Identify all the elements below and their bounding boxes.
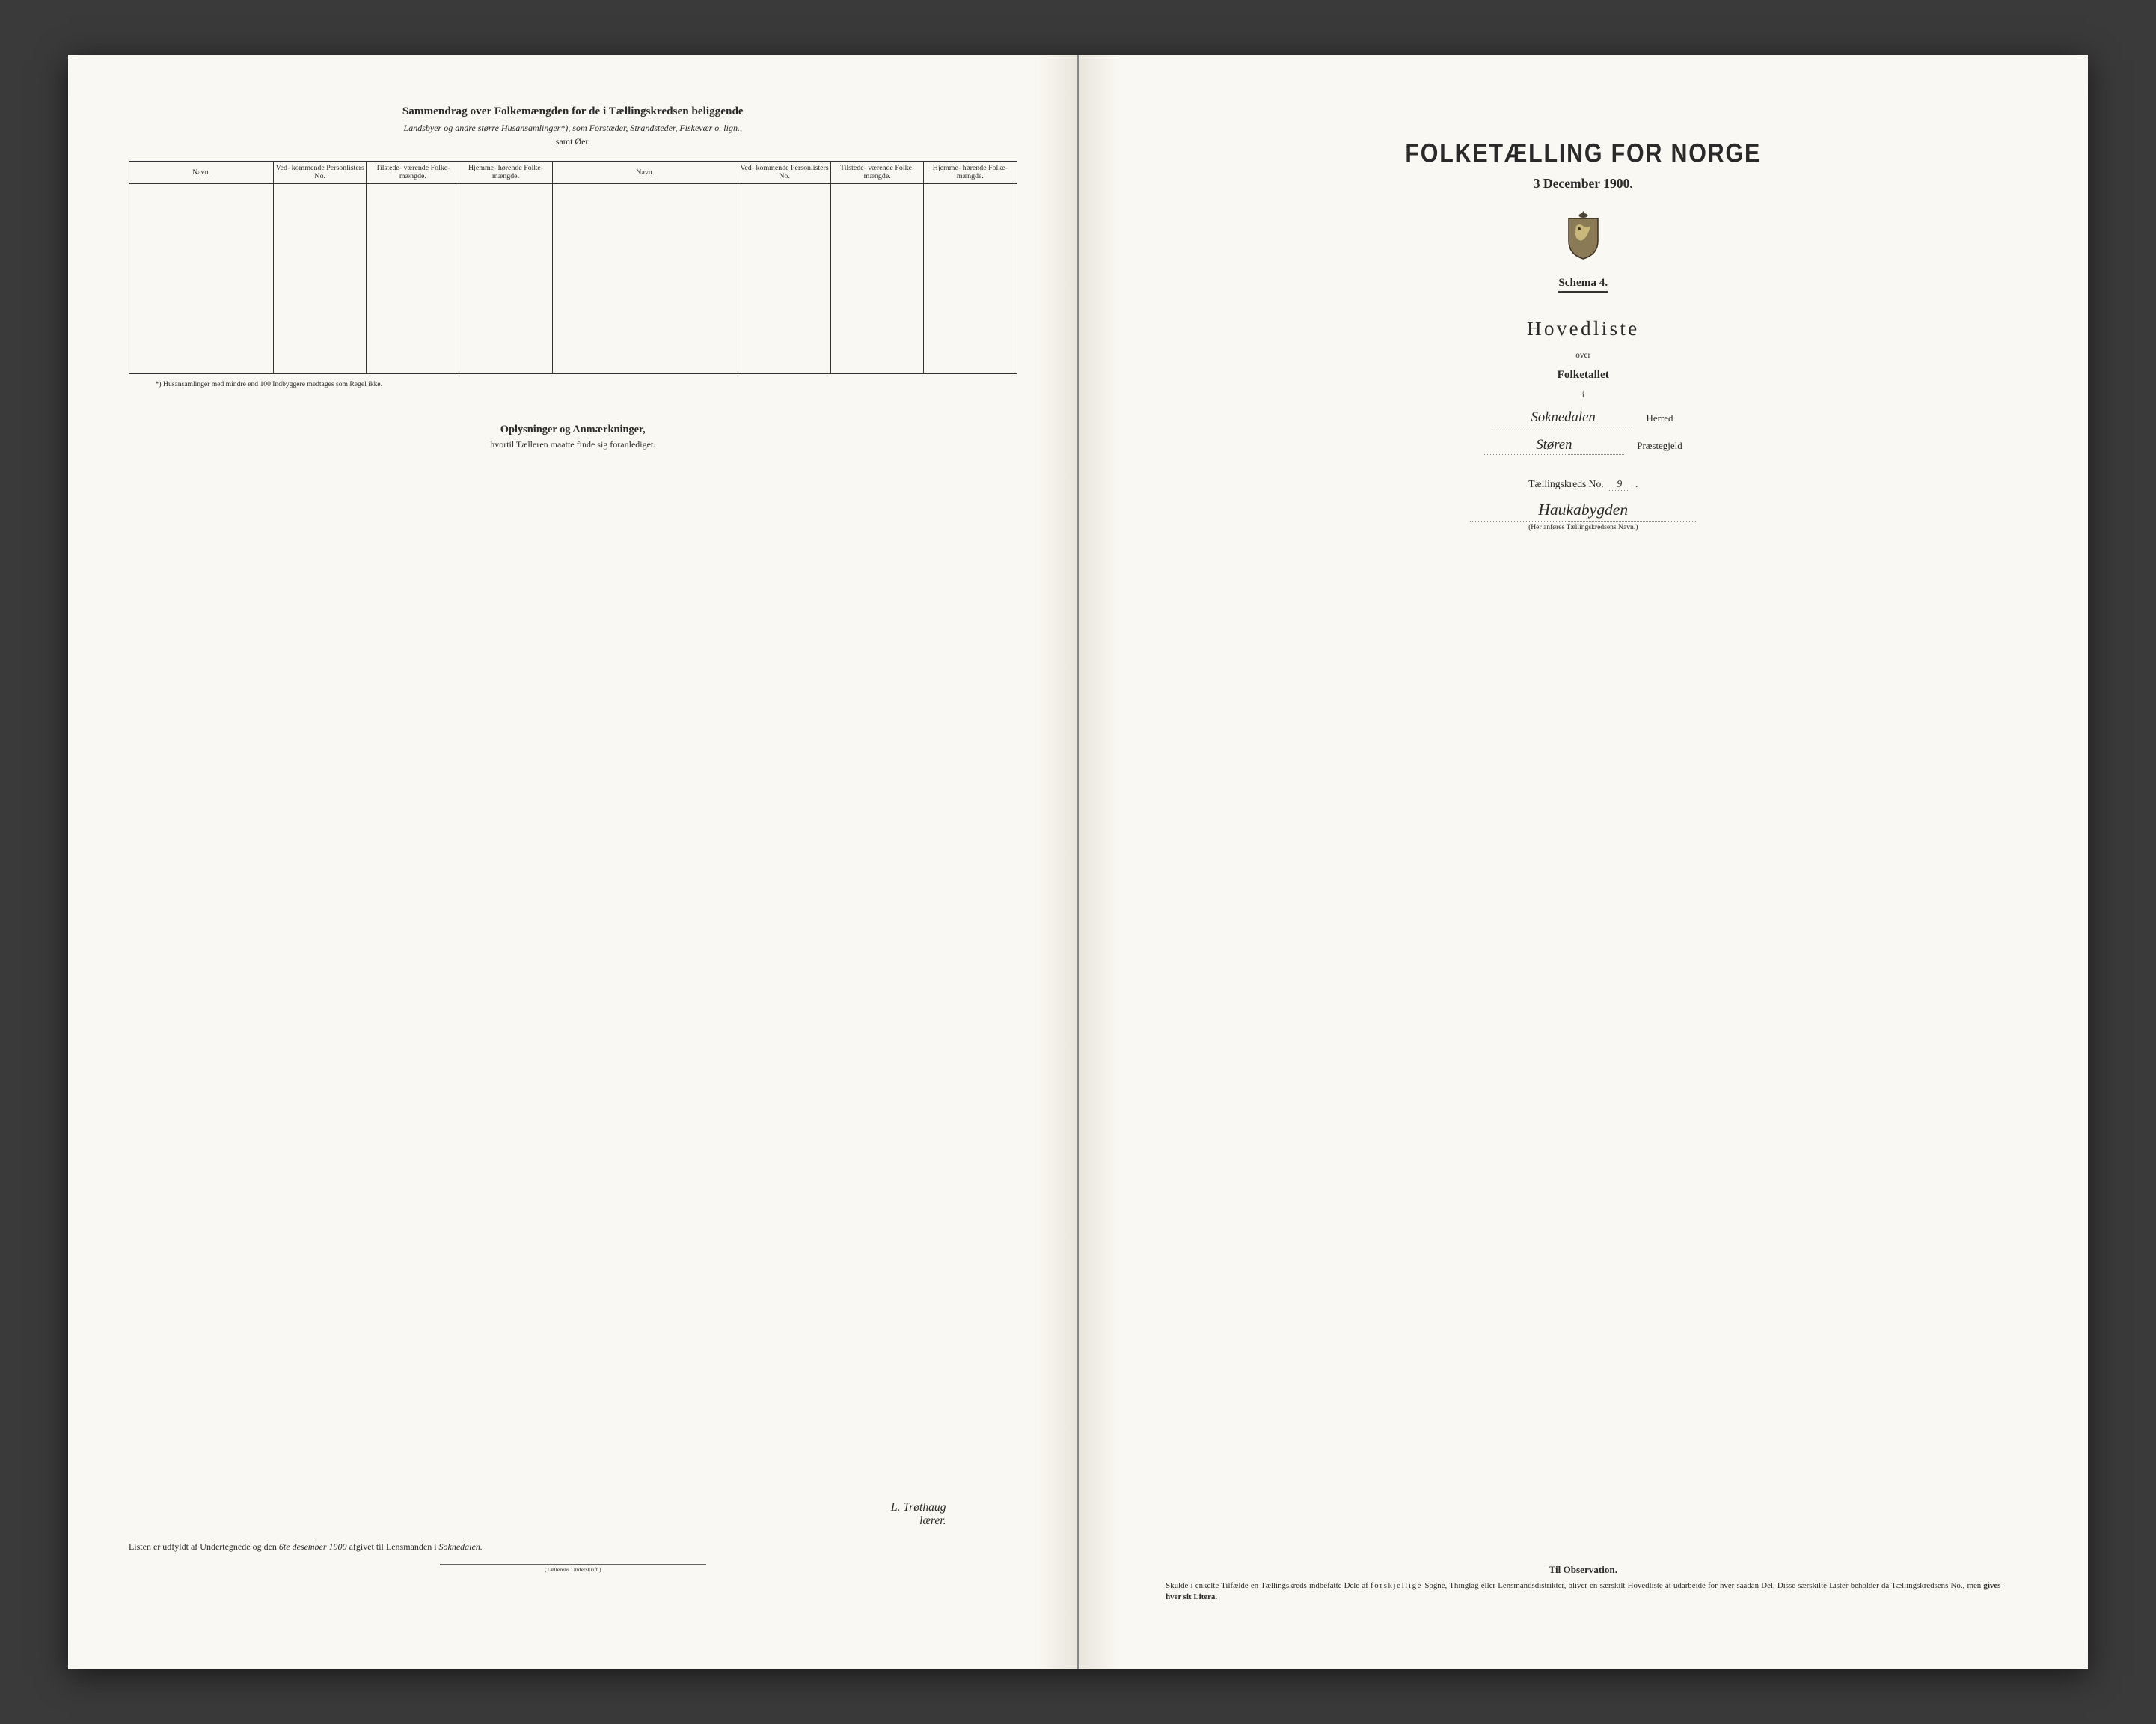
table-row — [129, 196, 1017, 208]
table-row — [129, 303, 1017, 315]
table-row — [129, 279, 1017, 291]
kreds-hint: (Her anføres Tællingskredsens Navn.) — [1528, 523, 1638, 531]
table-row — [129, 326, 1017, 338]
signature-area: L. Trøthaug lærer. Listen er udfyldt af … — [129, 1501, 1017, 1573]
hovedliste-title: Hovedliste — [1527, 317, 1639, 340]
schema-label: Schema 4. — [1558, 276, 1608, 293]
right-page: FOLKETÆLLING FOR NORGE 3 December 1900. … — [1079, 55, 2089, 1670]
census-title: FOLKETÆLLING FOR NORGE — [1405, 138, 1761, 168]
book-spread: Sammendrag over Folkemængden for de i Tæ… — [68, 55, 2088, 1670]
book-spine — [1077, 55, 1079, 1670]
praestegjeld-value: Støren — [1484, 437, 1624, 455]
over-label: over — [1575, 351, 1590, 360]
signature-block: L. Trøthaug lærer. — [129, 1501, 1017, 1528]
praestegjeld-line: Støren Præstegjeld — [1484, 437, 1682, 455]
sig-date: 6te desember 1900 — [279, 1541, 347, 1552]
census-date: 3 December 1900. — [1534, 176, 1633, 192]
table-row — [129, 350, 1017, 362]
col-hjemme-2: Hjemme- hørende Folke- mængde. — [924, 161, 1017, 184]
tk-number: 9 — [1609, 478, 1629, 491]
observation-text: Skulde i enkelte Tilfælde en Tællingskre… — [1139, 1580, 2028, 1629]
col-tilstede-2: Tilstede- værende Folke- mængde. — [831, 161, 924, 184]
signature-name: L. Trøthaug — [129, 1501, 946, 1514]
table-row — [129, 208, 1017, 220]
table-row — [129, 267, 1017, 279]
table-row — [129, 314, 1017, 326]
coat-of-arms-icon — [1563, 210, 1604, 262]
right-content: FOLKETÆLLING FOR NORGE 3 December 1900. … — [1139, 105, 2028, 1629]
col-vedk-2: Ved- kommende Personlisters No. — [738, 161, 830, 184]
summary-subtitle2: samt Øer. — [129, 136, 1017, 147]
obs-b1: forskjellige — [1371, 1581, 1422, 1590]
folketallet-label: Folketallet — [1558, 368, 1609, 382]
obs-2: Sogne, Thinglag eller Lensmandsdistrikte… — [1422, 1581, 1983, 1590]
col-navn-1: Navn. — [129, 161, 274, 184]
signature-line: Listen er udfyldt af Undertegnede og den… — [129, 1541, 1017, 1553]
table-row — [129, 231, 1017, 243]
oplysninger-sub: hvortil Tælleren maatte finde sig foranl… — [129, 439, 1017, 450]
summary-title: Sammendrag over Folkemængden for de i Tæ… — [129, 105, 1017, 118]
table-row — [129, 184, 1017, 196]
kreds-name: Haukabygden — [1470, 501, 1696, 521]
herred-line: Soknedalen Herred — [1493, 409, 1673, 427]
left-header: Sammendrag over Folkemængden for de i Tæ… — [129, 105, 1017, 147]
col-vedk-1: Ved- kommende Personlisters No. — [274, 161, 367, 184]
col-navn-2: Navn. — [552, 161, 738, 184]
summary-subtitle: Landsbyer og andre større Husansamlinger… — [129, 123, 1017, 134]
left-page: Sammendrag over Folkemængden for de i Tæ… — [68, 55, 1079, 1670]
table-row — [129, 338, 1017, 350]
summary-tbody — [129, 184, 1017, 374]
col-tilstede-1: Tilstede- værende Folke- mængde. — [367, 161, 459, 184]
praestegjeld-label: Præstegjeld — [1637, 440, 1682, 452]
table-row — [129, 362, 1017, 374]
oplysninger-header: Oplysninger og Anmærkninger, — [129, 424, 1017, 436]
sig-place: Soknedalen. — [439, 1541, 483, 1552]
tk-pre: Tællingskreds No. — [1528, 478, 1606, 489]
sig-mid: afgivet til Lensmanden i — [349, 1541, 439, 1552]
sig-prefix: Listen er udfyldt af Undertegnede og den — [129, 1541, 279, 1552]
tk-post: . — [1635, 478, 1638, 489]
table-row — [129, 255, 1017, 267]
herred-label: Herred — [1646, 412, 1673, 424]
table-row — [129, 291, 1017, 303]
tellingskreds-line: Tællingskreds No. 9 . — [1528, 478, 1638, 491]
signature-title: lærer. — [129, 1514, 946, 1528]
underskrift-label: (Tællerens Underskrift.) — [440, 1564, 706, 1573]
col-hjemme-1: Hjemme- hørende Folke- mængde. — [459, 161, 552, 184]
summary-table: Navn. Ved- kommende Personlisters No. Ti… — [129, 161, 1017, 375]
i-label: i — [1582, 391, 1584, 400]
table-row — [129, 243, 1017, 255]
table-row — [129, 220, 1017, 232]
til-observation-header: Til Observation. — [1549, 1564, 1617, 1576]
obs-1: Skulde i enkelte Tilfælde en Tællingskre… — [1166, 1581, 1371, 1590]
herred-value: Soknedalen — [1493, 409, 1633, 427]
footnote: *) Husansamlinger med mindre end 100 Ind… — [129, 380, 1017, 388]
